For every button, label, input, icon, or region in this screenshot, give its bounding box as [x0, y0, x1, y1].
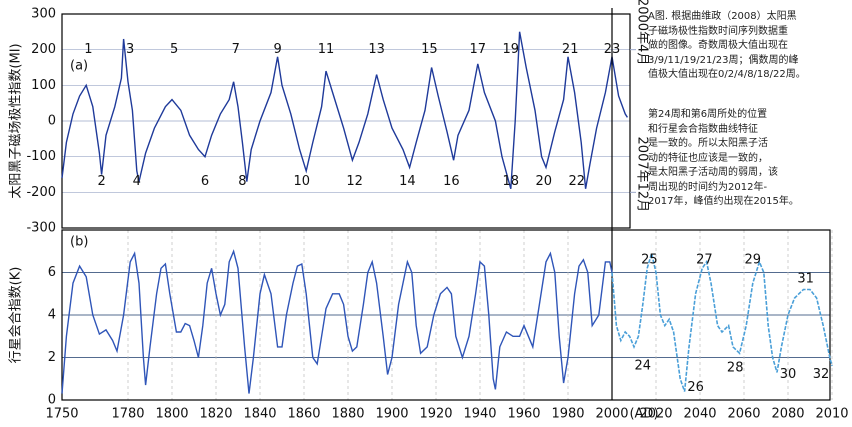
- x-tick-label: 2080: [771, 407, 804, 422]
- note-line: 做的图像。奇数周极大值出现在: [648, 40, 788, 51]
- x-tick-label: 1840: [243, 407, 276, 422]
- cycle-label: 15: [421, 42, 438, 57]
- x-tick-label: 2040: [683, 407, 716, 422]
- note-line: 2017年，峰值约出现在2015年。: [648, 196, 799, 207]
- cycle-label: 19: [503, 42, 520, 57]
- y-axis-label: 太阳黑子磁场极性指数(MI): [9, 43, 24, 198]
- panel-frame: [61, 229, 831, 401]
- x-tick-label: 1940: [463, 407, 496, 422]
- cycle-label: 32: [813, 367, 830, 382]
- cycle-label: 10: [294, 174, 311, 189]
- y-tick-label: 6: [48, 265, 56, 280]
- cycle-label: 29: [745, 252, 762, 267]
- note-line: 值极大值出现在0/2/4/8/18/22周。: [648, 69, 806, 80]
- cycle-label: 24: [635, 359, 652, 374]
- cycle-label: 20: [536, 174, 553, 189]
- x-tick-label: 1880: [331, 407, 364, 422]
- cycle-label: 27: [696, 252, 713, 267]
- panel-label: (a): [70, 59, 88, 74]
- cycle-label: 30: [780, 367, 797, 382]
- x-tick-label: 1980: [551, 407, 584, 422]
- note-a: A图. 根据曲维政（2008）太阳黑 子磁场极性指数时间序列数据重 做的图像。奇数周…: [648, 10, 806, 83]
- note-line: 动的特征也应该是一致的，: [648, 152, 768, 164]
- cycle-label: 18: [503, 174, 520, 189]
- x-tick-label: 1860: [287, 407, 320, 422]
- y-tick-label: 2: [48, 350, 56, 365]
- note-line: 周出现的时间约为2012年-: [648, 181, 768, 193]
- y-tick-label: -300: [26, 221, 56, 236]
- note-b: 第24周和第6周所处的位置 和行星会合指数曲线特征 是一致的。所以太阳黑子活 动的特征…: [648, 108, 799, 210]
- y-tick-label: 300: [31, 7, 56, 22]
- cycle-label: 28: [727, 361, 744, 376]
- note-line: 是太阳黑子活动周的弱周，该: [648, 167, 778, 178]
- y-tick-label: 200: [31, 42, 56, 57]
- cycle-label: 7: [232, 42, 240, 57]
- x-tick-label: 2060: [727, 407, 760, 422]
- x-tick-label: 1900: [375, 407, 408, 422]
- note-line: 子磁场极性指数时间序列数据重: [648, 25, 788, 37]
- cycle-label: 17: [470, 42, 487, 57]
- cycle-label: 22: [569, 174, 586, 189]
- cycle-label: 6: [201, 174, 209, 189]
- y-tick-label: 0: [48, 393, 56, 408]
- cycle-label: 25: [641, 252, 658, 267]
- note-line: 3/9/11/19/21/23周；偶数周的峰: [648, 54, 799, 66]
- y-tick-label: -100: [26, 149, 56, 164]
- panel-label: (b): [70, 235, 88, 250]
- cycle-label: 13: [368, 42, 385, 57]
- cycle-label: 4: [133, 174, 141, 189]
- cycle-label: 3: [126, 42, 134, 57]
- x-tick-label: 1800: [155, 407, 188, 422]
- cycle-label: 12: [346, 174, 363, 189]
- note-line: 和行星会合指数曲线特征: [648, 123, 758, 135]
- cycle-label: 14: [399, 174, 416, 189]
- x-tick-label: 1960: [507, 407, 540, 422]
- panel-frame: [61, 13, 631, 229]
- cycle-label: 21: [562, 42, 579, 57]
- x-tick-label: 1780: [111, 407, 144, 422]
- note-line: A图. 根据曲维政（2008）太阳黑: [648, 11, 797, 22]
- y-tick-label: 4: [48, 308, 56, 323]
- cycle-label: 8: [238, 174, 246, 189]
- x-tick-label: 2010: [815, 407, 848, 422]
- right-label: 2007年12月: [635, 137, 650, 213]
- x-axis-label: (AD): [629, 407, 658, 422]
- x-tick-label: 1750: [45, 407, 78, 422]
- x-tick-label: 2000: [595, 407, 628, 422]
- y-tick-label: 100: [31, 78, 56, 93]
- right-label: 2000年4月: [635, 0, 650, 65]
- cycle-label: 2: [97, 174, 105, 189]
- cycle-label: 26: [687, 380, 704, 395]
- cycle-label: 9: [273, 42, 281, 57]
- y-tick-label: 0: [48, 114, 56, 129]
- cycle-label: 5: [170, 42, 178, 57]
- cycle-label: 31: [797, 271, 814, 286]
- x-tick-label: 1920: [419, 407, 452, 422]
- data-line: [611, 250, 833, 392]
- note-line: 是一致的。所以太阳黑子活: [648, 138, 768, 149]
- x-tick-label: 2020: [639, 407, 672, 422]
- x-tick-label: 1820: [199, 407, 232, 422]
- y-axis-label: 行星会合指数(K): [9, 267, 24, 364]
- cycle-label: 1: [84, 42, 92, 57]
- data-line: [61, 31, 628, 189]
- cycle-label: 16: [443, 174, 460, 189]
- data-line: [61, 249, 613, 394]
- cycle-label: 11: [318, 42, 335, 57]
- y-tick-label: -200: [26, 185, 56, 200]
- note-line: 第24周和第6周所处的位置: [648, 109, 768, 120]
